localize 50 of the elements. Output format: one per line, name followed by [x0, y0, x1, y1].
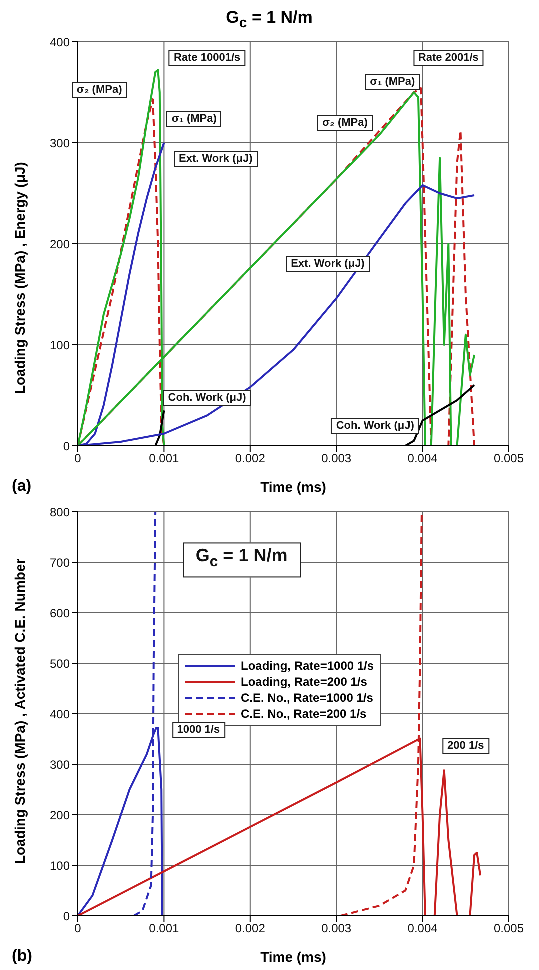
annotation: σ₂ (MPa) [318, 114, 373, 131]
x-tick-label: 0.003 [322, 452, 352, 466]
annotation: σ₁ (MPa) [166, 110, 222, 127]
y-tick-label: 500 [50, 656, 70, 671]
y-axis-title: Loading Stress (MPa) , Activated C.E. Number [12, 558, 28, 864]
annotation: Coh. Work (μJ) [331, 418, 420, 434]
annotation: G$_{c}$ = 1 N/m [182, 543, 301, 578]
legend-label: Loading, Rate=1000 1/s [241, 659, 374, 673]
chart-title: G$_{c}$ = 1 N/m [225, 8, 314, 34]
x-tick-label: 0.004 [408, 922, 438, 936]
y-tick-label: 100 [50, 858, 70, 873]
x-axis-title: Time (ms) [260, 949, 326, 965]
annotation: Coh. Work (μJ) [163, 390, 252, 406]
y-tick-label: 300 [50, 136, 70, 150]
y-tick-label: 100 [50, 338, 70, 352]
annotation: 1000 1/s [172, 722, 226, 738]
annotation: Rate 2001/s [413, 50, 484, 66]
legend-label: C.E. No., Rate=200 1/s [241, 707, 367, 721]
annotation: Ext. Work (μJ) [174, 151, 258, 168]
y-axis-title: Loading Stress (MPa) , Energy (μJ) [12, 162, 28, 394]
x-tick-label: 0.001 [149, 452, 180, 466]
y-tick-label: 0 [63, 909, 70, 924]
x-tick-label: 0 [74, 922, 82, 936]
x-tick-label: 0.002 [235, 922, 266, 936]
y-tick-label: 400 [50, 707, 70, 722]
y-tick-label: 800 [50, 505, 70, 520]
x-tick-label: 0 [74, 452, 82, 466]
x-tick-label: 0.003 [322, 922, 352, 936]
y-tick-label: 600 [50, 606, 70, 620]
y-tick-label: 200 [50, 237, 70, 252]
y-tick-label: 200 [50, 808, 70, 822]
annotation: Ext. Work (μJ) [286, 256, 370, 272]
annotation: σ₂ (MPa) [72, 82, 128, 98]
legend-label: Loading, Rate=200 1/s [241, 675, 368, 689]
annotation: Rate 10001/s [168, 50, 246, 66]
x-tick-label: 0.001 [149, 922, 180, 936]
x-tick-label: 0.005 [494, 452, 524, 466]
annotation: 200 1/s [442, 738, 490, 754]
x-tick-label: 0.004 [408, 452, 438, 466]
annotation: σ₁ (MPa) [365, 74, 420, 90]
legend-label: C.E. No., Rate=1000 1/s [241, 691, 374, 705]
y-tick-label: 700 [50, 556, 70, 570]
text: (b) [12, 948, 32, 966]
y-tick-label: 0 [63, 439, 70, 454]
y-tick-label: 400 [50, 35, 70, 50]
y-tick-label: 300 [50, 758, 70, 772]
x-tick-label: 0.002 [235, 452, 266, 466]
text: (a) [12, 478, 32, 496]
x-tick-label: 0.005 [494, 922, 524, 936]
x-axis-title: Time (ms) [260, 479, 326, 495]
